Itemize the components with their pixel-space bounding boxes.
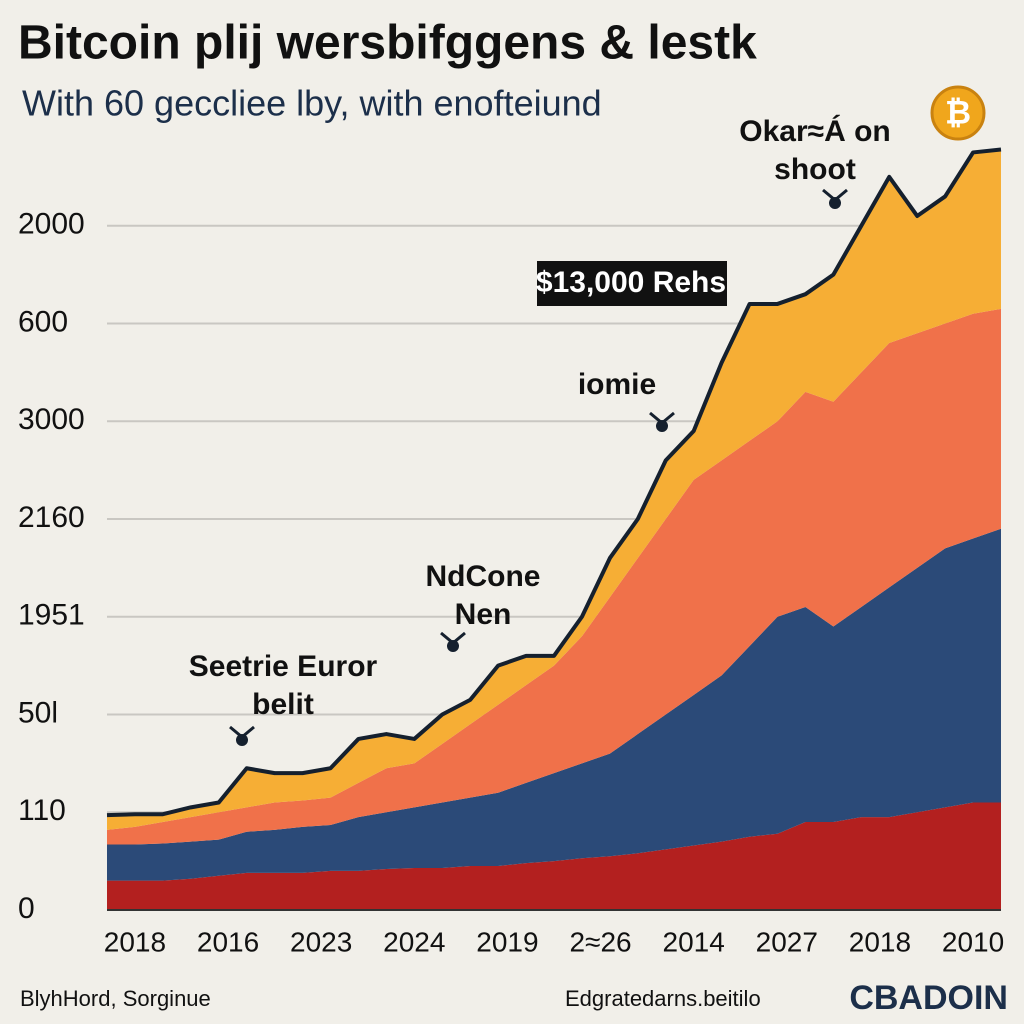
annotation: belit xyxy=(252,688,314,721)
x-tick-label: 2019 xyxy=(476,926,538,957)
annotation: Nen xyxy=(455,598,512,631)
x-tick-label: 2024 xyxy=(383,926,445,957)
y-tick-label: 2160 xyxy=(18,501,85,534)
chart-subtitle: With 60 geccliee lby, with enofteiund xyxy=(22,83,602,124)
x-tick-label: 2027 xyxy=(756,926,818,957)
y-tick-label: 0 xyxy=(18,892,35,925)
y-tick-label: 110 xyxy=(18,794,66,827)
annotation: Okar≈Á on xyxy=(739,114,891,148)
x-tick-label: 2018 xyxy=(849,926,911,957)
annotation-dot xyxy=(656,420,668,432)
area-layer xyxy=(106,147,1002,910)
annotation: Seetrie Euror xyxy=(189,650,378,683)
annotation-dot xyxy=(447,640,459,652)
annotation-dot xyxy=(236,734,248,746)
annotation-box xyxy=(537,261,727,306)
chart-title: Bitcoin plij wersbifggens & lestk xyxy=(18,17,757,70)
y-tick-label: 50l xyxy=(18,696,58,729)
x-tick-label: 2014 xyxy=(663,926,725,957)
stack-outline xyxy=(106,147,1002,818)
footer-source: BlyhHord, Sorginue xyxy=(20,986,211,1011)
annotation: $13,000 Rehs xyxy=(536,266,726,299)
y-tick-label: 1951 xyxy=(18,599,85,632)
x-tick-label: 2018 xyxy=(104,926,166,957)
y-tick-label: 2000 xyxy=(18,208,85,241)
area xyxy=(107,308,1001,845)
y-tick-label: 3000 xyxy=(18,403,85,436)
bitcoin-icon xyxy=(930,85,986,141)
annotation-dot xyxy=(829,197,841,209)
overlay-layer: 0 110 50l 1951 2160 3000 600 2000 2018 2016 2023 20… xyxy=(18,114,1004,957)
y-tick-label: 600 xyxy=(18,305,68,338)
annotation: shoot xyxy=(774,153,856,186)
footer-site: Edgratedarns.beitilo xyxy=(565,986,761,1011)
annotation: iomie xyxy=(578,368,656,401)
x-tick-label: 2016 xyxy=(197,926,259,957)
footer-brand: CBADOIN xyxy=(849,979,1008,1017)
area xyxy=(107,802,1001,910)
bitcoin-symbol: ₿ xyxy=(945,94,971,130)
area xyxy=(107,149,1001,830)
annotation: NdCone xyxy=(426,560,541,593)
x-tick-label: 2010 xyxy=(942,926,1004,957)
x-tick-label: 2≈26 xyxy=(570,926,632,957)
x-tick-label: 2023 xyxy=(290,926,352,957)
